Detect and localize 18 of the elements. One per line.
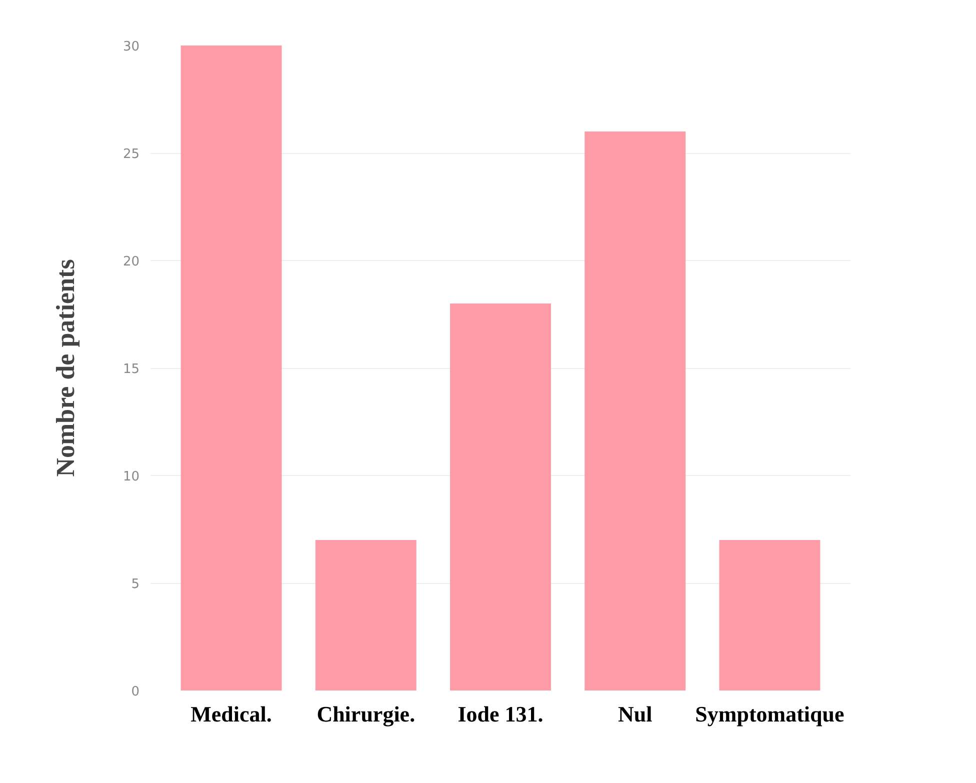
y-tick-label: 30	[122, 40, 140, 54]
y-tick-label: 10	[122, 470, 140, 484]
bar	[719, 540, 820, 690]
x-tick-label: Nul	[618, 702, 652, 726]
x-tick-label: Medical.	[190, 702, 272, 726]
x-tick-label: Iode 131.	[458, 702, 544, 726]
y-axis-title: Nombre de patients	[50, 259, 80, 477]
bar	[180, 46, 282, 690]
y-tick-label: 15	[122, 362, 140, 377]
x-tick-label: Chirurgie.	[316, 702, 416, 726]
y-tick-label: 5	[131, 577, 140, 592]
bar	[315, 540, 416, 690]
y-tick-label: 0	[131, 684, 140, 700]
bar	[450, 304, 551, 690]
x-tick-label: Symptomatique	[695, 702, 845, 726]
bar	[584, 132, 686, 690]
y-tick-label: 20	[122, 254, 140, 270]
y-tick-label: 25	[122, 147, 140, 162]
